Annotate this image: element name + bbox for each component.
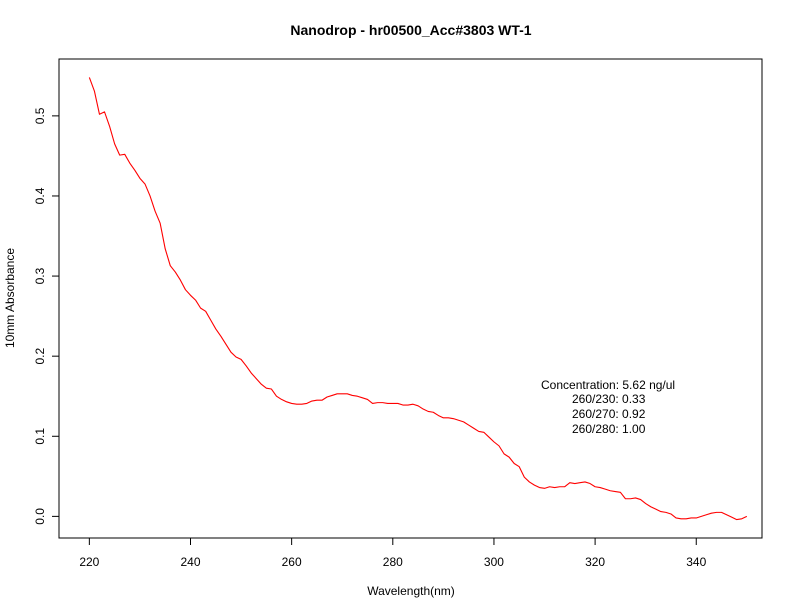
annotation-ratio-260-230: 260/230: 0.33 [572, 392, 646, 406]
y-tick-label: 0.1 [33, 428, 47, 445]
x-axis: 220 240 260 280 300 320 340 [79, 537, 707, 569]
y-tick-label: 0.5 [33, 107, 47, 124]
absorbance-line [88, 77, 748, 521]
x-axis-label: Wavelength(nm) [367, 584, 455, 598]
annotation-ratio-260-280: 260/280: 1.00 [572, 422, 646, 436]
plot-frame [58, 58, 763, 539]
y-axis: 0.0 0.1 0.2 0.3 0.4 0.5 [33, 107, 60, 525]
annotation-block: Concentration: 5.62 ng/ul 260/230: 0.33 … [541, 378, 675, 436]
x-tick-label: 220 [79, 555, 99, 569]
x-tick-label: 280 [383, 555, 403, 569]
series-group [88, 77, 748, 521]
x-tick-label: 240 [180, 555, 200, 569]
y-tick-label: 0.2 [33, 348, 47, 365]
y-tick-label: 0.0 [33, 508, 47, 525]
x-tick-label: 300 [484, 555, 504, 569]
x-tick-label: 340 [686, 555, 706, 569]
chart-title: Nanodrop - hr00500_Acc#3803 WT-1 [290, 22, 531, 38]
y-axis-label: 10mm Absorbance [3, 248, 17, 348]
annotation-concentration: Concentration: 5.62 ng/ul [541, 378, 675, 392]
y-tick-label: 0.4 [33, 187, 47, 204]
y-tick-label: 0.3 [33, 267, 47, 284]
annotation-ratio-260-270: 260/270: 0.92 [572, 407, 646, 421]
x-tick-label: 320 [585, 555, 605, 569]
x-tick-label: 260 [282, 555, 302, 569]
